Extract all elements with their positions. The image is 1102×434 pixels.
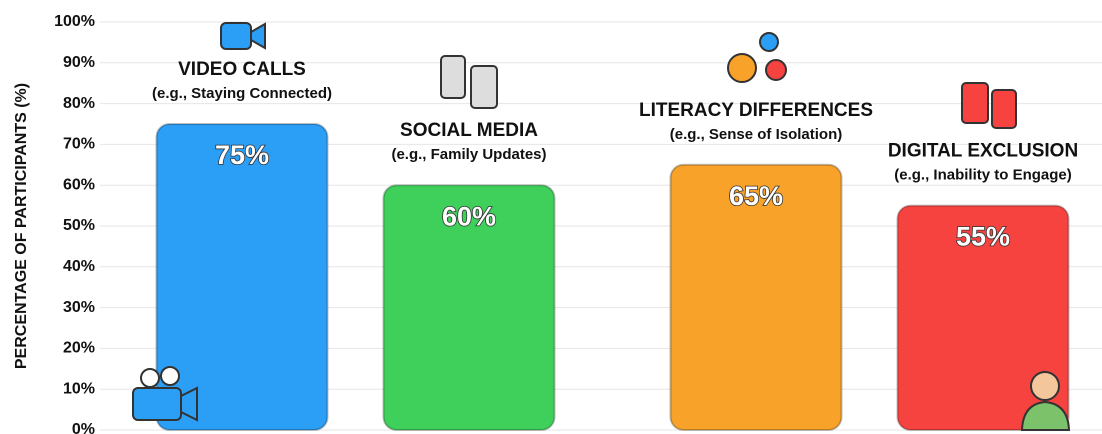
category-label: SOCIAL MEDIA bbox=[400, 120, 538, 141]
category-label: LITERACY DIFFERENCES bbox=[639, 100, 873, 121]
chart: PERCENTAGE OF PARTICIPANTS (%) 0% 10% 20% 3… bbox=[0, 0, 1102, 434]
y-tick-label: 70% bbox=[63, 136, 95, 153]
y-tick-label: 100% bbox=[54, 13, 95, 30]
category-label: VIDEO CALLS bbox=[178, 59, 306, 80]
category-label: DIGITAL EXCLUSION bbox=[888, 141, 1078, 162]
y-tick-label: 20% bbox=[63, 340, 95, 357]
value-label: 75% bbox=[215, 140, 269, 170]
category-description: (e.g., Staying Connected) bbox=[152, 85, 332, 102]
y-tick-label: 40% bbox=[63, 258, 95, 275]
category-description: (e.g., Family Updates) bbox=[391, 146, 546, 163]
category-description: (e.g., Sense of Isolation) bbox=[670, 126, 843, 143]
y-tick-label: 80% bbox=[63, 95, 95, 112]
y-tick-label: 10% bbox=[63, 380, 95, 397]
y-axis-label: PERCENTAGE OF PARTICIPANTS (%) bbox=[13, 83, 30, 369]
category-description: (e.g., Inability to Engage) bbox=[894, 167, 1072, 184]
y-tick-label: 0% bbox=[72, 421, 95, 434]
y-tick-label: 60% bbox=[63, 176, 95, 193]
value-label: 55% bbox=[956, 222, 1010, 252]
value-label: 60% bbox=[442, 201, 496, 231]
y-tick-label: 50% bbox=[63, 217, 95, 234]
y-tick-label: 90% bbox=[63, 54, 95, 71]
value-label: 65% bbox=[729, 181, 783, 211]
y-tick-label: 30% bbox=[63, 299, 95, 316]
